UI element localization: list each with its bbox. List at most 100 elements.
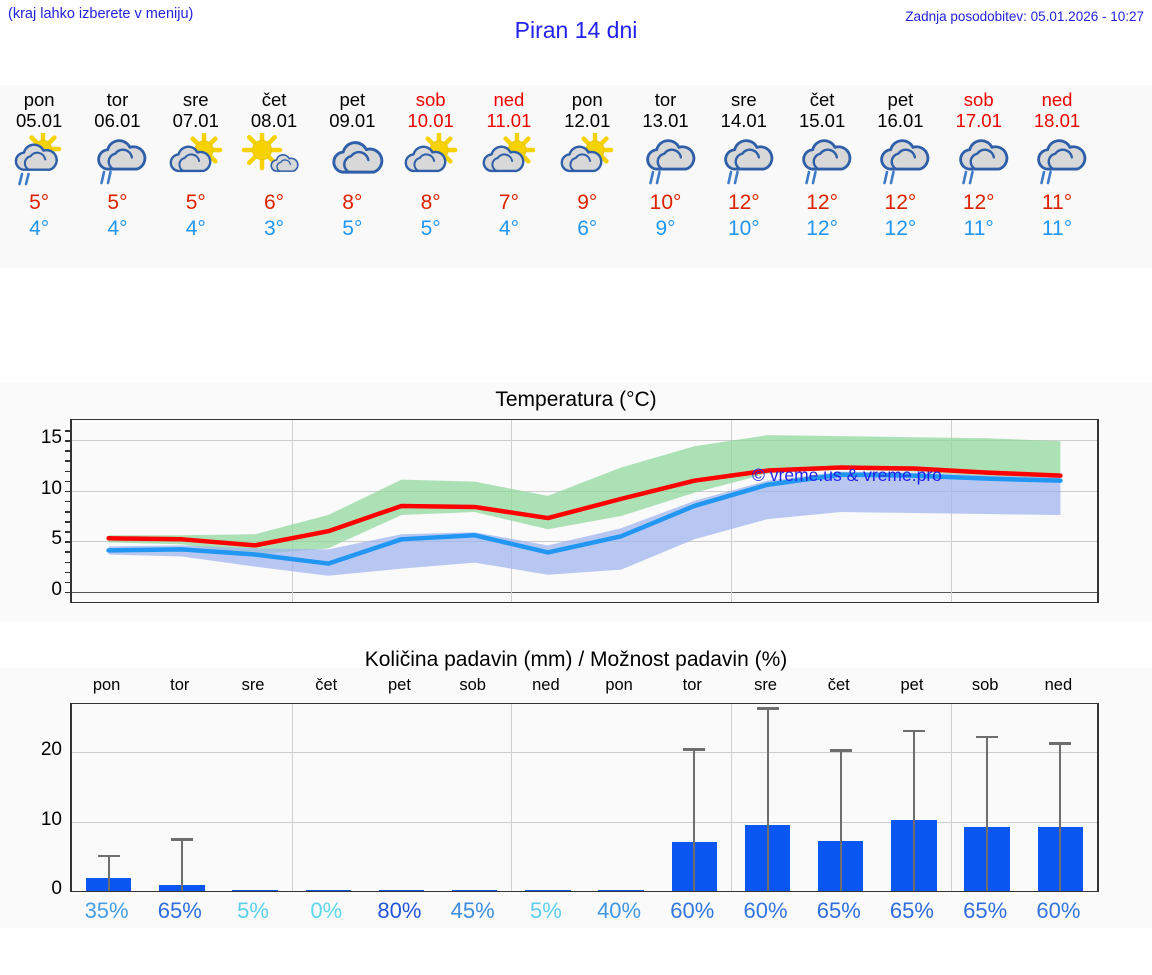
day-name: sob (963, 89, 994, 110)
precipitation-y-axis-label: 0 (51, 878, 62, 899)
day-date: 07.01 (172, 110, 219, 131)
precipitation-day-label: tor (682, 676, 702, 694)
weather-icon-cloud-rain (880, 139, 930, 185)
precipitation-chart-title: Količina padavin (mm) / Možnost padavin … (364, 648, 788, 671)
precipitation-whisker-cap (756, 707, 779, 710)
precipitation-probability-label: 60% (1036, 898, 1081, 923)
temperature-y-axis-label: 10 (40, 477, 62, 499)
gridline-horizontal (72, 440, 1097, 442)
gridline-horizontal (72, 752, 1097, 754)
precipitation-probability-label: 0% (310, 898, 343, 923)
precipitation-bar[interactable] (451, 889, 498, 891)
day-column[interactable]: sre 07.01 5° 4° (157, 85, 235, 268)
precipitation-bar[interactable] (525, 889, 571, 891)
page-header: (kraj lahko izberete v meniju) Piran 14 … (0, 0, 1152, 56)
day-temp-min: 5° (420, 217, 441, 240)
precipitation-probability-label: 65% (963, 898, 1008, 923)
day-column[interactable]: ned 11.01 7° 4° (470, 85, 548, 268)
day-temp-max: 5° (107, 191, 128, 214)
gridline-horizontal (72, 591, 1097, 593)
precipitation-whisker-cap (97, 854, 120, 858)
day-weather-icon (395, 132, 467, 190)
precipitation-probability-label: 5% (237, 898, 269, 923)
day-name: sre (182, 89, 209, 110)
day-name: čet (809, 89, 835, 110)
day-column[interactable]: pet 16.01 12° 12° (861, 85, 939, 268)
menu-hint: (kraj lahko izberete v meniju) (8, 6, 194, 22)
page-title: Piran 14 dni (514, 17, 638, 43)
precipitation-bar[interactable] (378, 889, 425, 891)
day-column[interactable]: ned 18.01 11° 11° (1018, 85, 1096, 268)
day-weather-icon (316, 132, 388, 190)
day-temp-min: 11° (1041, 217, 1073, 240)
precipitation-whisker-cap (683, 748, 706, 751)
day-temp-min: 12° (806, 217, 838, 240)
precipitation-day-label: ned (532, 676, 560, 694)
precipitation-probability-label: 65% (816, 898, 861, 923)
temperature-plot-area: 0 5 10 15 (41, 419, 1099, 603)
precipitation-probability-label: 60% (670, 898, 715, 923)
temperature-chart-title: Temperatura (°C) (495, 388, 657, 411)
precipitation-probability-label: 65% (889, 898, 934, 923)
day-weather-icon (3, 132, 75, 190)
day-column[interactable]: tor 13.01 10° 9° (626, 85, 704, 268)
temperature-y-axis-label: 15 (40, 427, 62, 449)
day-temp-min: 12° (884, 217, 917, 240)
day-column[interactable]: pet 09.01 8° 5° (313, 85, 391, 268)
day-name: čet (261, 89, 287, 110)
day-date: 17.01 (955, 110, 1002, 131)
day-temp-max: 7° (498, 191, 519, 214)
weather-icon-cloud-rain (724, 139, 774, 185)
weather-icon-cloud-rain (645, 139, 695, 185)
day-column[interactable]: sob 17.01 12° 11° (940, 85, 1018, 268)
axis-tick (65, 500, 72, 503)
forecast-day-strip: pon 05.01 5° 4° tor 06.01 5° 4° sre 07.01 5° 4° č… (0, 85, 1152, 268)
precipitation-probability-label: 45% (450, 898, 495, 923)
temperature-min-range-band (108, 471, 1061, 576)
day-column[interactable]: sre 14.01 12° 10° (705, 85, 783, 268)
watermark: © vreme.us & vreme.pro (752, 465, 942, 485)
precipitation-bar[interactable] (598, 889, 644, 891)
day-temp-max: 6° (264, 191, 285, 214)
precipitation-whisker-cap (902, 729, 925, 733)
precipitation-probability-label: 65% (157, 898, 202, 923)
day-column[interactable]: sob 10.01 8° 5° (391, 85, 469, 268)
gridline-horizontal (72, 821, 1097, 823)
axis-tick (65, 430, 72, 432)
precipitation-bar[interactable] (232, 889, 278, 891)
precipitation-day-label: ned (1044, 676, 1073, 694)
day-temp-min: 5° (342, 217, 363, 240)
axis-tick (65, 490, 72, 493)
day-weather-icon (708, 132, 780, 190)
weather-icon-sun-smallcloud (241, 133, 299, 172)
day-temp-min: 3° (264, 217, 285, 240)
precipitation-day-label: pon (92, 676, 121, 694)
precipitation-bar[interactable] (305, 889, 351, 891)
day-weather-icon (943, 132, 1015, 190)
weather-icon-sun-cloud (169, 133, 222, 173)
axis-tick (65, 531, 72, 533)
day-weather-icon (1021, 132, 1093, 190)
day-weather-icon (238, 132, 310, 190)
axis-tick (65, 541, 72, 543)
weather-icon-cloud-rain (958, 139, 1009, 185)
day-column[interactable]: čet 08.01 6° 3° (235, 85, 313, 268)
day-column[interactable]: pon 05.01 5° 4° (0, 85, 78, 268)
day-column[interactable]: čet 15.01 12° 12° (783, 85, 861, 268)
day-weather-icon (786, 132, 858, 190)
day-date: 15.01 (798, 110, 846, 131)
day-date: 12.01 (564, 110, 611, 131)
day-column[interactable]: tor 06.01 5° 4° (78, 85, 156, 268)
precipitation-whisker (107, 854, 110, 891)
precipitation-whisker (1059, 742, 1062, 891)
axis-tick (65, 551, 72, 553)
day-name: pon (571, 89, 603, 110)
day-column[interactable]: pon 12.01 9° 6° (548, 85, 626, 268)
day-temp-max: 8° (420, 191, 441, 214)
weather-icon-cloud-rain (97, 139, 147, 185)
temperature-y-axis-label: 0 (51, 578, 62, 600)
day-name: sob (415, 89, 446, 110)
precipitation-day-label: sre (754, 676, 777, 694)
day-date: 10.01 (407, 110, 454, 131)
temperature-min-line (106, 472, 1063, 566)
